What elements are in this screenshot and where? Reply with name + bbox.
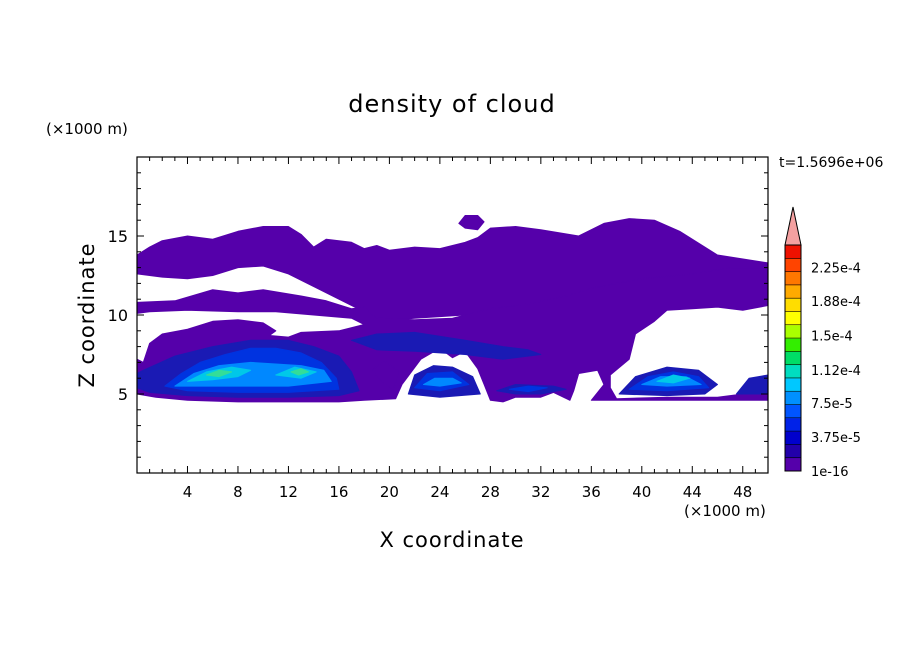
colorbar-swatch	[785, 324, 801, 339]
x-tick-label: 28	[481, 483, 500, 501]
contour-region-mid-13	[508, 385, 548, 393]
x-tick-label: 32	[531, 483, 550, 501]
colorbar-swatch	[785, 417, 801, 432]
x-tick-label: 20	[380, 483, 399, 501]
colorbar-swatch	[785, 258, 801, 273]
y-tick-label: 5	[118, 385, 128, 404]
x-tick-label: 4	[183, 483, 193, 501]
contour-region-peak-21	[290, 368, 310, 376]
contour-region-mid_low-8	[351, 331, 542, 360]
contour-region-low-2	[371, 360, 400, 390]
colorbar-swatch	[785, 444, 801, 459]
y-tick-labels: 5 10 15	[108, 227, 128, 404]
colorbar-label: 1.88e-4	[811, 295, 861, 310]
density-contours	[136, 215, 769, 403]
colorbar-label: 1.5e-4	[811, 329, 853, 344]
contour-region-low-3	[458, 215, 485, 231]
axis-ticks	[137, 157, 768, 473]
colorbar-swatch	[785, 298, 801, 312]
colorbar-swatch	[785, 377, 801, 392]
contour-region-peak-20	[205, 369, 233, 378]
colorbar-swatch	[785, 311, 801, 326]
y-tick-label: 15	[108, 227, 128, 246]
colorbar-swatch	[785, 351, 801, 366]
x-tick-label: 48	[733, 483, 752, 501]
colorbar-swatch	[785, 364, 801, 379]
chart-title: density of cloud	[348, 90, 555, 118]
colorbar-overflow-arrow	[784, 206, 802, 246]
x-tick-label: 44	[683, 483, 702, 501]
colorbar-label: 2.25e-4	[811, 262, 861, 277]
colorbar-label: 1.12e-4	[811, 364, 861, 379]
y-tick-label: 10	[108, 306, 128, 325]
time-label: t=1.5696e+06	[779, 155, 883, 171]
x-unit-label: (×1000 m)	[684, 502, 766, 520]
y-unit-label: (×1000 m)	[46, 120, 128, 138]
colorbar-label: 7.5e-5	[811, 397, 853, 412]
colorbar-swatch	[785, 404, 801, 419]
y-axis-label: Z coordinate	[75, 242, 99, 387]
contour-region-high-19	[656, 374, 691, 384]
x-tick-label: 8	[233, 483, 243, 501]
contour-region-low-0	[136, 218, 769, 322]
contour-region-mid_low-7	[735, 374, 769, 395]
colorbar: 1e-16 3.75e-5 7.5e-5 1.12e-4 1.5e-4 1.88e-4 2.…	[784, 206, 861, 480]
x-tick-label: 40	[632, 483, 651, 501]
colorbar-swatch	[785, 391, 801, 406]
x-tick-label: 24	[430, 483, 449, 501]
contour-region-mid_high-15	[423, 377, 462, 387]
colorbar-label: 1e-16	[811, 465, 849, 480]
colorbar-swatch	[785, 284, 801, 299]
x-tick-label: 12	[279, 483, 298, 501]
colorbar-swatch	[785, 271, 801, 286]
x-tick-label: 16	[329, 483, 348, 501]
colorbar-swatch	[785, 338, 801, 352]
x-tick-labels: 4 8 12 16 20 24 28 32 36 40 44 48	[183, 483, 753, 501]
x-axis-label: X coordinate	[379, 528, 524, 552]
colorbar-frame	[784, 244, 802, 472]
colorbar-swatch	[785, 431, 801, 445]
colorbar-swatch	[785, 245, 801, 259]
colorbar-label: 3.75e-5	[811, 431, 861, 446]
colorbar-swatch	[785, 457, 801, 472]
x-tick-label: 36	[582, 483, 601, 501]
